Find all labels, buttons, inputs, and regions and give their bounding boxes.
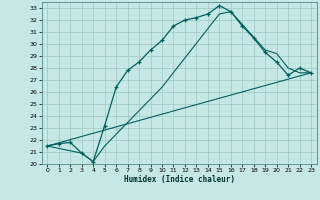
X-axis label: Humidex (Indice chaleur): Humidex (Indice chaleur): [124, 175, 235, 184]
